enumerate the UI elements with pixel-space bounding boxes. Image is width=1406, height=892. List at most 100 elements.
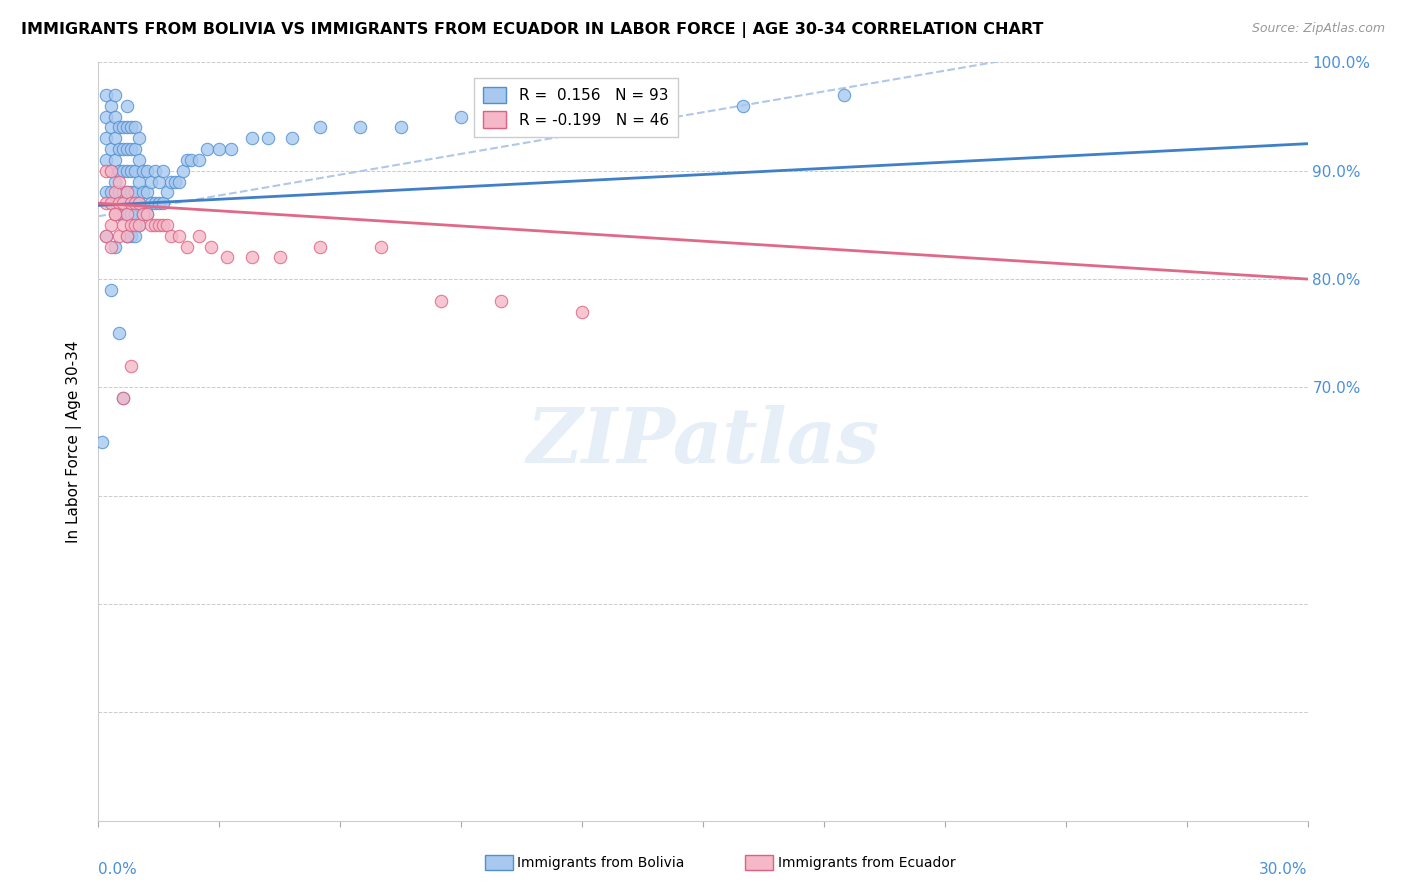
- Point: [389, 120, 412, 135]
- Point: [100, 99, 122, 113]
- Point: [180, 153, 202, 167]
- Point: [91, 434, 114, 449]
- Point: [115, 186, 138, 200]
- Point: [200, 239, 222, 253]
- Point: [124, 142, 146, 156]
- Point: [148, 175, 170, 189]
- Point: [163, 175, 186, 189]
- Point: [152, 196, 174, 211]
- Point: [733, 99, 755, 113]
- Text: 0.0%: 0.0%: [98, 863, 138, 878]
- Point: [132, 163, 155, 178]
- Point: [176, 239, 198, 253]
- Point: [135, 207, 157, 221]
- Point: [188, 153, 211, 167]
- Text: Source: ZipAtlas.com: Source: ZipAtlas.com: [1251, 22, 1385, 36]
- Point: [120, 228, 142, 243]
- Point: [221, 142, 243, 156]
- Point: [128, 218, 150, 232]
- Point: [115, 142, 138, 156]
- Point: [188, 228, 211, 243]
- Point: [132, 207, 155, 221]
- Point: [103, 110, 125, 124]
- Point: [96, 186, 118, 200]
- Point: [96, 153, 118, 167]
- Point: [124, 186, 146, 200]
- Point: [128, 175, 150, 189]
- Point: [160, 175, 183, 189]
- Text: IMMIGRANTS FROM BOLIVIA VS IMMIGRANTS FROM ECUADOR IN LABOR FORCE | AGE 30-34 CO: IMMIGRANTS FROM BOLIVIA VS IMMIGRANTS FR…: [21, 22, 1043, 38]
- Point: [120, 359, 142, 373]
- Point: [111, 163, 134, 178]
- Point: [100, 239, 122, 253]
- Point: [100, 163, 122, 178]
- Point: [107, 142, 129, 156]
- Point: [103, 186, 125, 200]
- Point: [124, 218, 146, 232]
- Point: [115, 120, 138, 135]
- Point: [100, 120, 122, 135]
- Point: [100, 186, 122, 200]
- Point: [132, 207, 155, 221]
- Point: [195, 142, 218, 156]
- Point: [120, 142, 142, 156]
- Point: [96, 228, 118, 243]
- Point: [167, 228, 190, 243]
- Point: [115, 207, 138, 221]
- Text: Immigrants from Bolivia: Immigrants from Bolivia: [517, 855, 685, 870]
- Point: [256, 131, 278, 145]
- Point: [240, 251, 263, 265]
- Point: [115, 228, 138, 243]
- Point: [120, 196, 142, 211]
- Point: [148, 196, 170, 211]
- Point: [128, 131, 150, 145]
- Point: [139, 175, 162, 189]
- Point: [370, 239, 392, 253]
- Point: [107, 163, 129, 178]
- Point: [100, 142, 122, 156]
- Point: [96, 87, 118, 102]
- Point: [96, 196, 118, 211]
- Point: [120, 186, 142, 200]
- Text: ZIPatlas: ZIPatlas: [526, 405, 880, 478]
- Point: [96, 163, 118, 178]
- Point: [107, 228, 129, 243]
- Point: [107, 186, 129, 200]
- Point: [143, 218, 166, 232]
- Point: [100, 283, 122, 297]
- Point: [124, 196, 146, 211]
- Point: [135, 207, 157, 221]
- Point: [111, 196, 134, 211]
- Point: [139, 218, 162, 232]
- Text: 30.0%: 30.0%: [1260, 863, 1308, 878]
- Point: [96, 110, 118, 124]
- Point: [111, 120, 134, 135]
- Point: [832, 87, 855, 102]
- Point: [450, 110, 472, 124]
- Point: [111, 142, 134, 156]
- Point: [128, 196, 150, 211]
- Point: [103, 207, 125, 221]
- Legend: R =  0.156   N = 93, R = -0.199   N = 46: R = 0.156 N = 93, R = -0.199 N = 46: [474, 78, 678, 137]
- Y-axis label: In Labor Force | Age 30-34: In Labor Force | Age 30-34: [66, 340, 83, 543]
- Point: [148, 218, 170, 232]
- Point: [152, 163, 174, 178]
- Point: [103, 207, 125, 221]
- Point: [103, 153, 125, 167]
- Point: [143, 163, 166, 178]
- Point: [103, 87, 125, 102]
- Point: [172, 163, 194, 178]
- Point: [143, 196, 166, 211]
- Point: [132, 186, 155, 200]
- Point: [111, 186, 134, 200]
- Point: [107, 207, 129, 221]
- Point: [100, 196, 122, 211]
- Point: [103, 175, 125, 189]
- Point: [309, 120, 332, 135]
- Point: [208, 142, 231, 156]
- Point: [103, 131, 125, 145]
- Point: [111, 207, 134, 221]
- Point: [120, 163, 142, 178]
- Point: [107, 196, 129, 211]
- Point: [631, 99, 654, 113]
